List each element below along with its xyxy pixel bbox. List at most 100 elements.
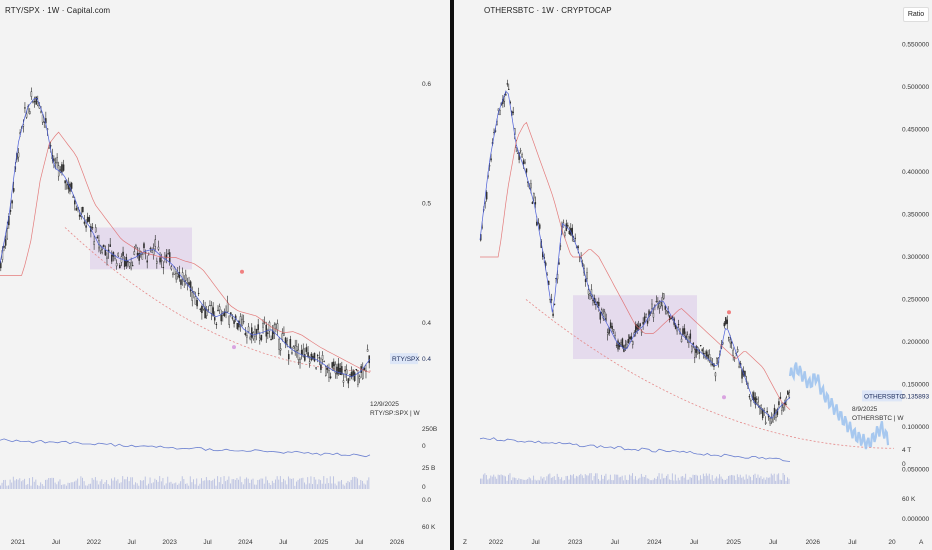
- left-xtick-label: 2025: [314, 539, 329, 546]
- left-volume-bar: [315, 479, 317, 489]
- left-volume-bar: [11, 482, 13, 489]
- right-candle: [763, 408, 765, 411]
- left-candle: [289, 339, 292, 348]
- left-candle: [149, 248, 152, 250]
- right-candle: [521, 154, 523, 158]
- right-volume-bar: [559, 479, 561, 484]
- left-candle: [222, 313, 224, 316]
- left-candle: [135, 245, 137, 248]
- left-volume-bar: [213, 478, 215, 489]
- left-candle: [127, 261, 129, 263]
- right-volume-bar: [750, 476, 752, 484]
- right-volume-bar: [480, 478, 481, 484]
- right-candle: [596, 301, 599, 304]
- left-candle: [170, 266, 173, 270]
- right-candle: [626, 343, 628, 348]
- left-volume-bar: [38, 485, 40, 489]
- right-candle: [646, 320, 649, 324]
- right-volume-bar: [671, 473, 673, 484]
- right-volume-bar: [661, 473, 663, 484]
- right-volume-bar: [732, 475, 734, 484]
- left-price-tag-value: 0.4: [422, 356, 431, 363]
- left-candle: [250, 327, 253, 338]
- left-volume-bar: [312, 484, 313, 489]
- left-volume-bar: [252, 478, 254, 489]
- left-candle: [339, 367, 342, 375]
- right-ytick-label: 0.150000: [902, 382, 929, 389]
- right-ytick-label: 0.350000: [902, 212, 929, 219]
- right-volume-bar: [775, 480, 777, 484]
- right-sub-axis-label: 0.000000: [902, 516, 929, 523]
- left-candle: [25, 113, 28, 118]
- left-volume-bar: [271, 480, 273, 489]
- right-footnote: OTHERSBTC | W: [852, 415, 904, 422]
- right-volume-bar: [723, 479, 725, 484]
- left-candle: [204, 307, 206, 319]
- right-volume-bar: [776, 474, 778, 484]
- left-volume-bar: [94, 477, 96, 489]
- left-volume-bar: [239, 476, 241, 489]
- right-xtick-label: Jul: [690, 539, 699, 546]
- right-sub-axis-label: 60 K: [902, 496, 916, 503]
- left-candle: [199, 308, 202, 310]
- left-volume-bar: [107, 484, 109, 489]
- left-chart-panel[interactable]: RTY/SPX · 1W · Capital.com 0.6 0.5 0.4 RTY/…: [0, 0, 450, 550]
- left-volume-bar: [326, 478, 328, 489]
- right-candle: [592, 299, 594, 301]
- left-volume-bar: [16, 479, 17, 489]
- right-volume-bar: [733, 475, 735, 484]
- right-candle: [664, 305, 666, 310]
- right-volume-bar: [729, 475, 731, 484]
- left-volume-bar: [181, 476, 183, 489]
- right-candle: [728, 337, 730, 339]
- left-volume-bar: [197, 485, 199, 489]
- right-chart-svg[interactable]: 0.550000 0.500000 0.450000 0.400000 0.350000…: [454, 0, 932, 550]
- left-volume-bar: [275, 479, 276, 489]
- right-candle: [568, 230, 571, 235]
- left-candle: [304, 354, 306, 361]
- left-volume-bar: [86, 485, 88, 489]
- left-volume-bar: [331, 483, 333, 489]
- right-corner-label: A: [919, 539, 924, 546]
- right-candle: [787, 390, 789, 395]
- left-candle: [205, 310, 208, 317]
- ratio-button[interactable]: Ratio: [903, 7, 929, 22]
- right-volume-bar: [589, 473, 591, 484]
- right-volume-bar: [544, 480, 546, 484]
- right-candle: [639, 323, 641, 327]
- right-volume-bar: [764, 479, 766, 484]
- right-volume-bar: [701, 478, 703, 484]
- right-volume-bar: [587, 475, 589, 484]
- right-volume-bar: [636, 480, 638, 484]
- right-volume-bar: [481, 478, 483, 484]
- right-volume-bar: [692, 474, 694, 484]
- left-volume-bar: [170, 481, 172, 489]
- left-candle: [321, 354, 324, 360]
- right-candle: [714, 372, 717, 377]
- right-volume-bar: [614, 474, 616, 484]
- left-candle: [146, 260, 148, 263]
- left-volume-bar: [127, 476, 128, 489]
- left-candle: [313, 352, 316, 362]
- left-candle: [143, 243, 145, 249]
- left-volume-bar: [48, 477, 50, 489]
- right-volume-bar: [751, 480, 753, 484]
- right-chart-panel[interactable]: OTHERSBTC · 1W · CRYPTOCAP 0.550000 0.500…: [454, 0, 932, 550]
- right-volume-bar: [754, 473, 756, 484]
- right-volume-bar: [633, 479, 635, 484]
- left-volume-bar: [366, 480, 368, 489]
- right-volume-bar: [546, 476, 548, 484]
- left-candle: [271, 331, 274, 340]
- left-volume-bar: [302, 477, 304, 489]
- left-volume-bar: [101, 479, 103, 489]
- left-support-curve: [64, 227, 373, 372]
- right-candle: [726, 319, 728, 324]
- left-candle: [123, 260, 126, 267]
- left-candle: [156, 260, 158, 264]
- left-volume-bar: [156, 479, 157, 489]
- left-volume-bar: [93, 479, 95, 489]
- right-consolidation-box: [573, 295, 697, 359]
- right-candle: [729, 339, 731, 344]
- panel-divider[interactable]: [450, 0, 454, 550]
